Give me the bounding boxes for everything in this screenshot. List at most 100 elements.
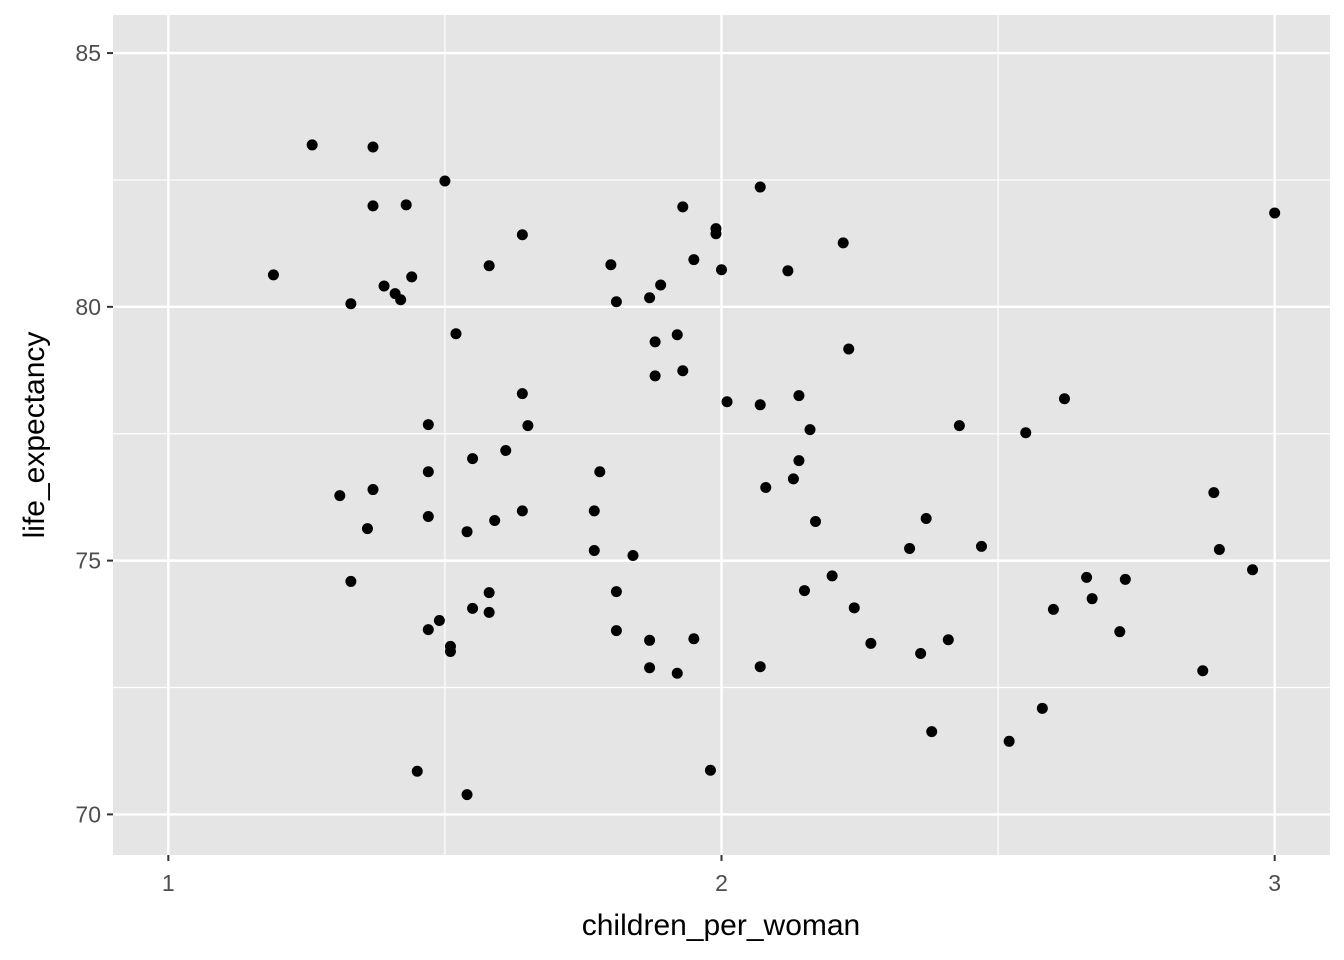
data-point bbox=[793, 455, 805, 467]
data-point bbox=[677, 201, 689, 213]
data-point bbox=[345, 298, 357, 310]
data-point bbox=[798, 585, 810, 597]
data-point bbox=[716, 264, 727, 276]
major-gridlines bbox=[113, 15, 1330, 855]
data-point bbox=[1058, 393, 1070, 405]
data-point bbox=[400, 199, 412, 211]
data-point bbox=[1213, 543, 1225, 555]
data-point bbox=[787, 473, 799, 485]
data-point bbox=[422, 624, 434, 636]
data-point bbox=[810, 516, 822, 528]
data-point bbox=[644, 634, 656, 646]
data-point bbox=[1114, 626, 1126, 638]
data-point bbox=[649, 370, 661, 382]
data-point bbox=[1036, 702, 1048, 714]
data-point bbox=[865, 637, 877, 649]
data-point bbox=[1003, 735, 1015, 747]
data-point bbox=[671, 667, 683, 679]
data-point bbox=[610, 625, 622, 637]
data-point bbox=[688, 633, 700, 645]
data-points bbox=[267, 139, 1281, 801]
data-point bbox=[837, 237, 849, 249]
data-point bbox=[467, 453, 479, 465]
data-point bbox=[588, 544, 600, 556]
data-point bbox=[644, 292, 656, 304]
data-point bbox=[361, 523, 373, 535]
y-tick-label: 70 bbox=[75, 801, 101, 827]
data-point bbox=[754, 181, 766, 193]
data-point bbox=[754, 399, 766, 411]
y-axis-title: life_expectancy bbox=[18, 332, 51, 539]
data-point bbox=[655, 279, 667, 291]
data-point bbox=[588, 505, 600, 517]
data-point bbox=[367, 141, 379, 153]
data-point bbox=[367, 484, 379, 496]
data-point bbox=[782, 265, 794, 277]
y-tick-label: 80 bbox=[75, 294, 101, 320]
data-point bbox=[450, 328, 462, 340]
data-point bbox=[953, 420, 965, 432]
data-point bbox=[793, 390, 805, 402]
data-point bbox=[721, 396, 733, 408]
data-point bbox=[610, 586, 622, 598]
data-point bbox=[610, 296, 622, 308]
data-point bbox=[489, 515, 501, 527]
data-point bbox=[671, 329, 683, 341]
data-point bbox=[826, 570, 838, 582]
data-point bbox=[516, 388, 528, 400]
data-point bbox=[267, 269, 279, 281]
y-tick-label: 85 bbox=[75, 40, 101, 66]
data-point bbox=[1119, 573, 1131, 585]
data-point bbox=[1197, 665, 1209, 677]
y-tick-label: 75 bbox=[75, 548, 101, 574]
y-axis-ticks: 70 75 80 85 bbox=[75, 40, 113, 827]
data-point bbox=[461, 526, 473, 538]
data-point bbox=[395, 294, 407, 306]
data-point bbox=[483, 260, 495, 272]
data-point bbox=[378, 280, 390, 292]
data-point bbox=[975, 540, 987, 552]
data-point bbox=[904, 542, 916, 554]
data-point bbox=[516, 229, 528, 241]
data-point bbox=[843, 343, 855, 355]
data-point bbox=[926, 726, 938, 738]
data-point bbox=[848, 602, 860, 614]
data-point bbox=[422, 419, 434, 431]
data-point bbox=[1081, 571, 1093, 583]
data-point bbox=[306, 139, 318, 151]
x-axis-ticks: 1 2 3 bbox=[162, 855, 1281, 896]
data-point bbox=[433, 615, 445, 627]
data-point bbox=[483, 606, 495, 618]
data-point bbox=[649, 336, 661, 348]
data-point bbox=[483, 587, 495, 599]
data-point bbox=[704, 764, 716, 776]
data-point bbox=[804, 424, 816, 436]
x-tick-label: 2 bbox=[715, 870, 728, 896]
data-point bbox=[345, 575, 357, 587]
data-point bbox=[920, 512, 932, 524]
data-point bbox=[522, 420, 534, 432]
data-point bbox=[710, 228, 722, 240]
data-point bbox=[754, 661, 766, 673]
data-point bbox=[915, 648, 927, 660]
data-point bbox=[422, 510, 434, 522]
data-point bbox=[677, 365, 689, 377]
data-point bbox=[644, 662, 656, 674]
data-point bbox=[1247, 564, 1259, 576]
data-point bbox=[422, 466, 434, 478]
data-point bbox=[1208, 487, 1220, 499]
data-point bbox=[411, 765, 423, 777]
data-point bbox=[461, 789, 473, 801]
data-point bbox=[1020, 427, 1032, 439]
x-tick-label: 3 bbox=[1268, 870, 1281, 896]
x-tick-label: 1 bbox=[162, 870, 175, 896]
data-point bbox=[605, 259, 617, 271]
data-point bbox=[367, 200, 379, 212]
data-point bbox=[500, 444, 512, 456]
data-point bbox=[688, 254, 700, 266]
data-point bbox=[627, 550, 639, 562]
data-point bbox=[444, 645, 456, 657]
data-point bbox=[406, 271, 418, 283]
data-point bbox=[942, 634, 954, 646]
